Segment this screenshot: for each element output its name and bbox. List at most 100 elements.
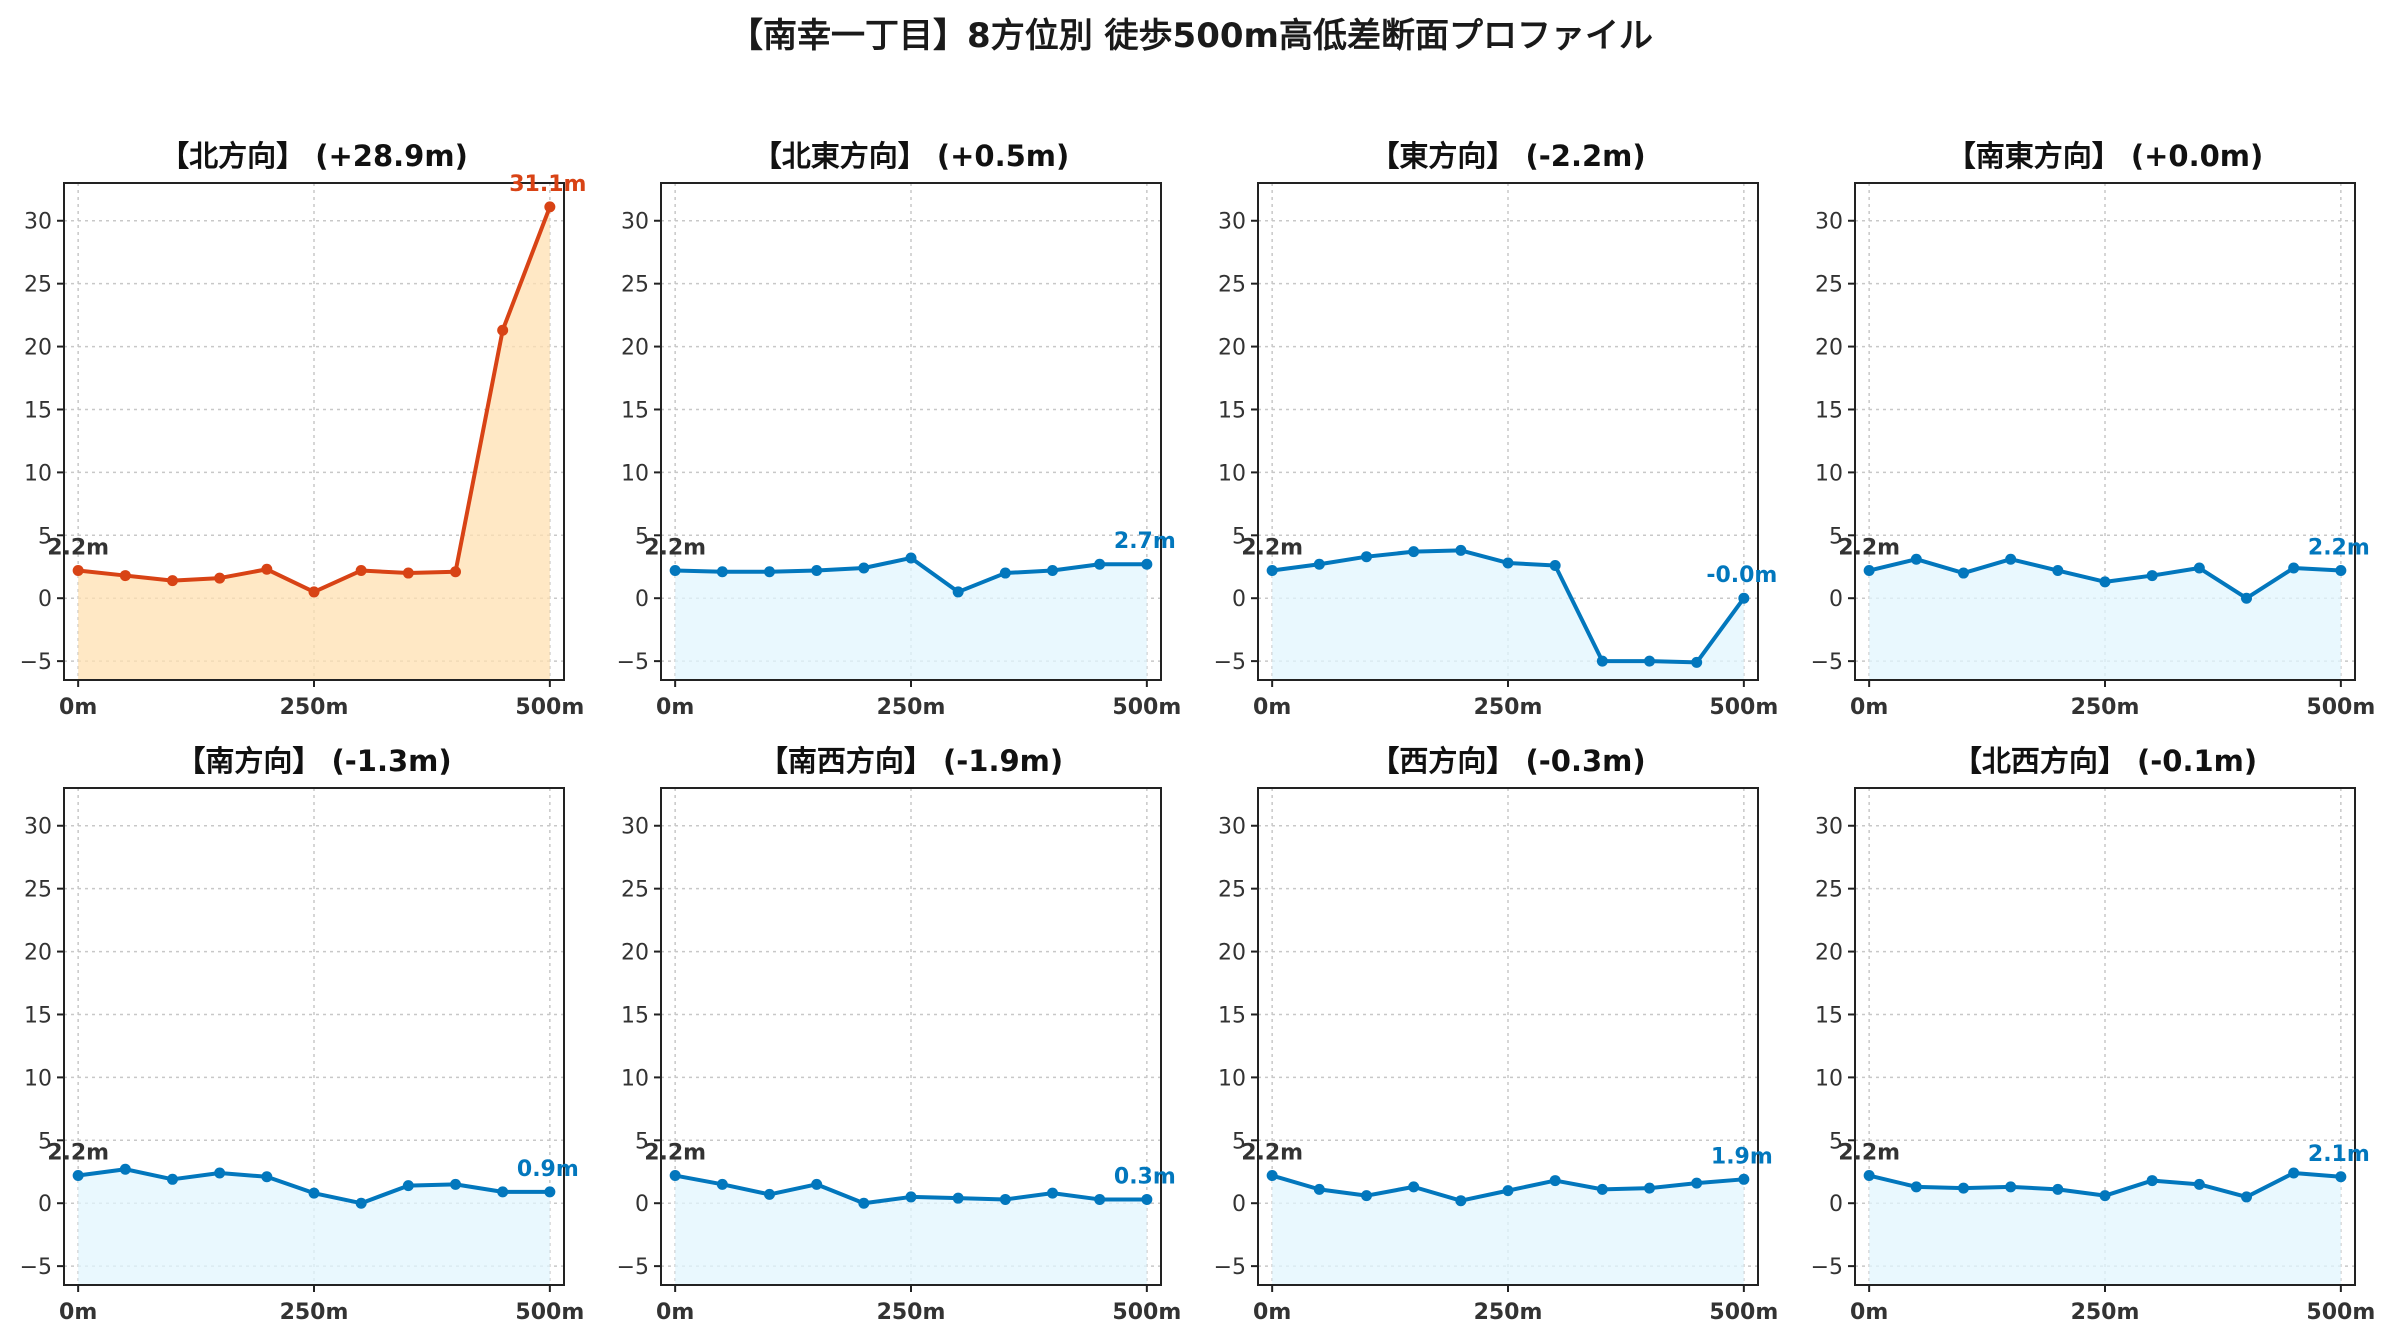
x-tick-label: 500m — [1112, 1300, 1181, 1325]
y-tick-label: 0 — [635, 1192, 649, 1217]
start-elevation-label: 2.2m — [644, 536, 706, 561]
data-point — [1455, 544, 1467, 556]
data-point — [1141, 1193, 1153, 1205]
y-tick-label: 10 — [24, 1066, 52, 1091]
data-point — [402, 1180, 414, 1192]
data-point — [1094, 558, 1106, 570]
x-tick-label: 250m — [2071, 695, 2140, 720]
y-tick-label: 15 — [24, 1003, 52, 1028]
x-tick-label: 500m — [515, 1300, 584, 1325]
data-point — [1910, 1181, 1922, 1193]
end-elevation-label: 0.9m — [517, 1157, 579, 1182]
data-point — [1408, 1181, 1420, 1193]
area-fill — [78, 1169, 550, 1285]
data-point — [1502, 557, 1514, 569]
data-point — [450, 1178, 462, 1190]
y-tick-label: 5 — [1829, 1129, 1843, 1154]
data-point — [1957, 567, 1969, 579]
y-tick-label: 10 — [1218, 1066, 1246, 1091]
data-point — [2005, 1181, 2017, 1193]
end-elevation-label: 2.2m — [2308, 536, 2370, 561]
y-tick-label: −5 — [617, 650, 649, 675]
x-tick-label: 0m — [59, 695, 97, 720]
data-point — [1141, 558, 1153, 570]
y-tick-label: 0 — [1829, 587, 1843, 612]
data-point — [905, 1191, 917, 1203]
y-tick-label: 25 — [1218, 273, 1246, 298]
y-tick-label: 5 — [1829, 524, 1843, 549]
data-point — [214, 1167, 226, 1179]
data-point — [2146, 570, 2158, 582]
data-point — [2335, 1171, 2347, 1183]
y-tick-label: 30 — [24, 210, 52, 235]
x-tick-label: 0m — [1253, 1300, 1291, 1325]
panel-title: 【北方向】 (+28.9m) — [160, 139, 468, 173]
data-point — [2241, 592, 2253, 604]
data-point — [450, 566, 462, 578]
data-point — [669, 565, 681, 577]
data-point — [763, 1188, 775, 1200]
y-tick-label: 30 — [1218, 815, 1246, 840]
y-tick-label: 30 — [1815, 210, 1843, 235]
data-point — [858, 562, 870, 574]
data-point — [2335, 565, 2347, 577]
x-tick-label: 250m — [877, 1300, 946, 1325]
data-point — [261, 1171, 273, 1183]
end-elevation-label: 1.9m — [1711, 1144, 1773, 1169]
data-point — [1360, 551, 1372, 563]
data-point — [1691, 1177, 1703, 1189]
start-elevation-label: 2.2m — [1241, 1141, 1303, 1166]
start-elevation-label: 2.2m — [1241, 536, 1303, 561]
data-point — [1266, 565, 1278, 577]
data-point — [1094, 1193, 1106, 1205]
x-tick-label: 250m — [877, 695, 946, 720]
panel-8: −5 0 5 10 15 20 25 30 0m 250m 500m 【北西方向】 (-0.1m) 2.… — [1811, 744, 2376, 1325]
y-tick-label: 10 — [1815, 1066, 1843, 1091]
data-point — [544, 1186, 556, 1198]
panel-title: 【南方向】 (-1.3m) — [176, 744, 451, 778]
end-elevation-label: 31.1m — [509, 172, 586, 197]
x-tick-label: 250m — [280, 695, 349, 720]
data-point — [402, 567, 414, 579]
x-tick-label: 0m — [1253, 695, 1291, 720]
x-tick-label: 500m — [1709, 695, 1778, 720]
data-point — [1738, 1173, 1750, 1185]
data-point — [1549, 1175, 1561, 1187]
y-tick-label: 15 — [621, 398, 649, 423]
data-point — [1313, 1183, 1325, 1195]
y-tick-label: −5 — [1214, 1255, 1246, 1280]
panel-4: −5 0 5 10 15 20 25 30 0m 250m 500m 【南東方向】 (+0.0m) 2.… — [1811, 139, 2376, 720]
y-tick-label: 0 — [38, 587, 52, 612]
y-tick-label: 5 — [1232, 1129, 1246, 1154]
x-tick-label: 0m — [656, 695, 694, 720]
data-point — [308, 1187, 320, 1199]
y-tick-label: 0 — [38, 1192, 52, 1217]
y-tick-label: −5 — [20, 650, 52, 675]
x-tick-label: 500m — [1709, 1300, 1778, 1325]
panel-title: 【東方向】 (-2.2m) — [1370, 139, 1645, 173]
data-point — [261, 563, 273, 575]
data-point — [1863, 1170, 1875, 1182]
area-fill — [1869, 1173, 2341, 1285]
end-elevation-label: 2.7m — [1114, 529, 1176, 554]
y-tick-label: 0 — [1232, 587, 1246, 612]
data-point — [905, 552, 917, 564]
data-point — [2099, 576, 2111, 588]
x-tick-label: 0m — [1850, 1300, 1888, 1325]
panel-title: 【南東方向】 (+0.0m) — [1947, 139, 2264, 173]
y-tick-label: 10 — [621, 461, 649, 486]
y-tick-label: 25 — [621, 273, 649, 298]
y-tick-label: 20 — [1815, 941, 1843, 966]
x-tick-label: 250m — [280, 1300, 349, 1325]
y-tick-label: 30 — [1218, 210, 1246, 235]
data-point — [2005, 553, 2017, 565]
y-tick-label: 20 — [1218, 336, 1246, 361]
end-elevation-label: 0.3m — [1114, 1164, 1176, 1189]
data-point — [716, 1178, 728, 1190]
data-point — [858, 1197, 870, 1209]
x-tick-label: 500m — [2306, 1300, 2375, 1325]
data-point — [1455, 1195, 1467, 1207]
data-point — [2052, 1183, 2064, 1195]
start-elevation-label: 2.2m — [47, 536, 109, 561]
x-tick-label: 250m — [1474, 1300, 1543, 1325]
